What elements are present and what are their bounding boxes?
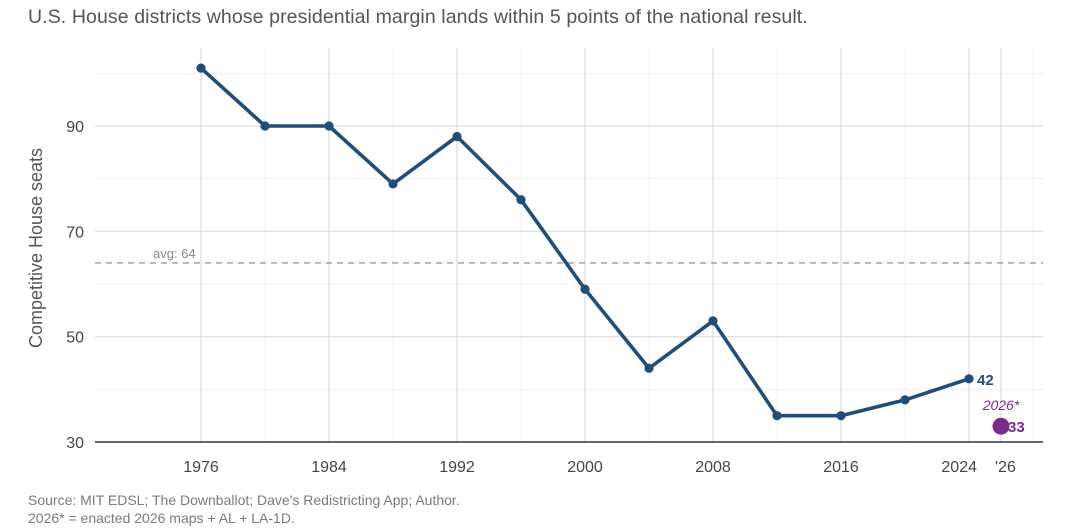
data-point — [516, 195, 526, 205]
x-tick-label: 2008 — [695, 459, 731, 476]
minor-gridlines — [95, 48, 1043, 442]
data-point — [836, 411, 846, 421]
end-value-label: 42 — [977, 372, 994, 389]
data-point — [900, 395, 910, 405]
major-gridlines — [95, 48, 1043, 442]
series-layer — [196, 63, 1010, 435]
x-tick-label: 2024 — [941, 459, 977, 476]
data-point — [388, 179, 398, 189]
label-layer: 30 50 70 90 1976 1984 1992 2000 2008 2016 2024 '26 C… — [26, 119, 1025, 476]
projection-label: 2026* — [982, 397, 1020, 413]
y-axis-title: Competitive House seats — [26, 148, 46, 348]
data-point — [580, 284, 590, 294]
x-tick-label: 1984 — [311, 459, 347, 476]
x-tick-label: 1976 — [183, 459, 219, 476]
x-tick-label: '26 — [995, 459, 1016, 476]
x-tick-label: 2000 — [567, 459, 603, 476]
line-chart: 30 50 70 90 1976 1984 1992 2000 2008 2016 2024 '26 C… — [26, 48, 1043, 476]
y-tick-label: 90 — [66, 119, 84, 136]
data-point — [452, 131, 462, 142]
y-tick-label: 50 — [66, 330, 84, 347]
data-point — [260, 121, 270, 131]
note-caption: 2026* = enacted 2026 maps + AL + LA-1D. — [28, 510, 295, 526]
projection-point — [992, 417, 1010, 435]
y-tick-label: 30 — [66, 435, 84, 452]
y-tick-label: 70 — [66, 224, 84, 241]
data-point — [196, 63, 206, 73]
average-label: avg: 64 — [153, 246, 196, 261]
chart-title: U.S. House districts whose presidential … — [28, 6, 808, 28]
projection-value-label: 33 — [1008, 419, 1025, 436]
data-point — [964, 374, 974, 384]
data-point — [708, 316, 718, 326]
x-tick-label: 2016 — [823, 459, 859, 476]
data-point — [324, 121, 334, 131]
x-tick-label: 1992 — [439, 459, 475, 476]
source-caption: Source: MIT EDSL; The Downballot; Dave's… — [28, 492, 460, 508]
data-point — [644, 363, 654, 373]
data-point — [772, 411, 782, 421]
